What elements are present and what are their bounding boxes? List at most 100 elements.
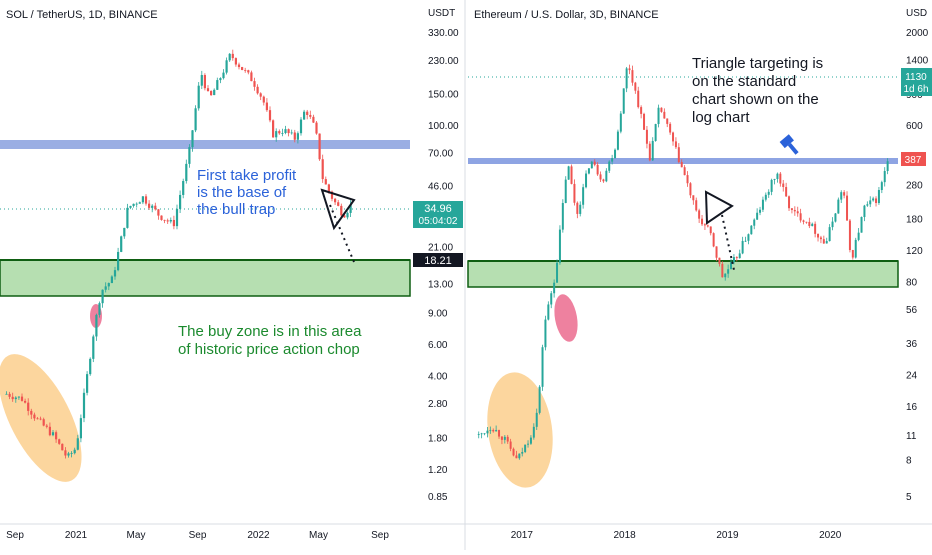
eth-candle — [558, 225, 561, 265]
eth-y-tick-label: 280 — [906, 180, 923, 191]
sol-buy-line-2: of historic price action chop — [178, 341, 360, 358]
sol-profit-line-2: is the base of — [197, 184, 287, 201]
eth-candle — [828, 224, 831, 242]
eth-candle — [805, 221, 808, 224]
eth-last-price-badge: 387 — [901, 152, 926, 166]
eth-candle — [689, 182, 692, 199]
eth-x-tick-label: 2018 — [614, 530, 637, 541]
eth-candle — [608, 160, 611, 173]
eth-candle — [759, 206, 762, 216]
eth-candle — [866, 201, 869, 207]
sol-candle — [76, 434, 79, 451]
sol-candle — [213, 88, 216, 96]
sol-buy-line-1: The buy zone is in this area — [178, 323, 362, 340]
sol-candle — [92, 334, 95, 363]
sol-x-tick-label: Sep — [189, 530, 207, 541]
sol-candle — [340, 203, 343, 218]
eth-candle — [550, 290, 553, 309]
sol-candle — [247, 69, 250, 75]
sol-y-tick-label: 2.80 — [428, 399, 448, 410]
eth-candle — [877, 186, 880, 205]
eth-candle — [744, 236, 747, 243]
eth-candle — [503, 435, 506, 444]
eth-candle — [515, 450, 518, 459]
sol-candle — [95, 313, 98, 341]
sol-y-tick-label: 70.00 — [428, 149, 453, 160]
eth-candle — [756, 208, 759, 221]
eth-candle — [883, 167, 886, 187]
eth-candle — [715, 246, 718, 262]
eth-candle — [654, 123, 657, 142]
eth-candle — [825, 237, 828, 244]
sol-candle — [206, 85, 210, 92]
sol-candle — [73, 447, 76, 455]
eth-candle — [706, 224, 709, 228]
sol-y-tick-label: 230.00 — [428, 56, 459, 67]
sol-candle — [182, 178, 185, 199]
eth-candle — [532, 423, 535, 440]
sol-candle — [268, 106, 272, 123]
eth-candle — [773, 178, 776, 185]
sol-candle — [14, 396, 17, 403]
sol-candle — [306, 109, 309, 120]
sol-chart-title: SOL / TetherUS, 1D, BINANCE — [6, 9, 158, 21]
eth-candle — [538, 385, 541, 415]
eth-triangle-line-2: on the standard — [692, 73, 796, 90]
sol-candle — [17, 396, 20, 400]
sol-candle — [132, 203, 135, 208]
sol-candle — [113, 266, 117, 280]
eth-candle — [848, 218, 851, 253]
eth-candle — [796, 206, 799, 217]
eth-candle — [712, 232, 715, 248]
eth-candle — [860, 216, 863, 233]
sol-candle — [296, 131, 299, 144]
eth-candle — [509, 438, 512, 452]
eth-candle — [680, 159, 683, 168]
eth-candle — [750, 225, 753, 235]
eth-candle — [727, 264, 730, 278]
sol-resistance-band — [0, 140, 410, 149]
sol-y-tick-label: 100.00 — [428, 121, 459, 132]
eth-candle — [567, 165, 570, 180]
eth-last-price-value: 387 — [905, 155, 922, 166]
eth-candle — [570, 164, 573, 185]
eth-candle — [657, 104, 660, 128]
eth-y-tick-label: 24 — [906, 371, 918, 382]
eth-candle — [834, 213, 837, 223]
eth-candle — [648, 141, 651, 162]
sol-candle — [126, 203, 129, 229]
sol-candle — [55, 430, 58, 443]
sol-profit-line-1: First take profit — [197, 167, 297, 184]
eth-candle — [651, 137, 654, 161]
eth-candle — [819, 235, 822, 244]
sol-y-tick-label: 1.20 — [428, 465, 448, 476]
sol-candle — [51, 429, 55, 437]
eth-candle — [869, 196, 872, 208]
sol-candle — [160, 215, 163, 221]
sol-candle — [234, 57, 237, 67]
eth-triangle-line-1: Triangle targeting is — [692, 55, 823, 72]
eth-candle — [686, 171, 689, 187]
eth-candle — [669, 122, 672, 135]
eth-x-tick-label: 2019 — [716, 530, 739, 541]
eth-candle — [486, 427, 489, 438]
sol-candle — [135, 202, 138, 208]
sol-y-tick-label: 4.00 — [428, 371, 448, 382]
eth-candle — [672, 131, 675, 146]
eth-candle — [616, 129, 619, 151]
eth-candle — [666, 118, 669, 128]
eth-candles — [477, 64, 889, 460]
eth-candle — [622, 88, 625, 115]
eth-y-axis: 2000140090060040028018012080563624161185 — [906, 28, 929, 503]
sol-candle — [312, 114, 315, 124]
sol-candle — [262, 95, 265, 106]
sol-candle — [27, 398, 30, 416]
sol-candle — [169, 217, 172, 224]
sol-candle — [228, 53, 231, 62]
eth-candle — [556, 259, 559, 283]
eth-candle — [529, 435, 532, 445]
eth-candle — [785, 182, 788, 198]
sol-countdown: 05:04:02 — [419, 216, 458, 227]
sol-candle — [64, 447, 67, 459]
sol-candle — [101, 289, 104, 308]
